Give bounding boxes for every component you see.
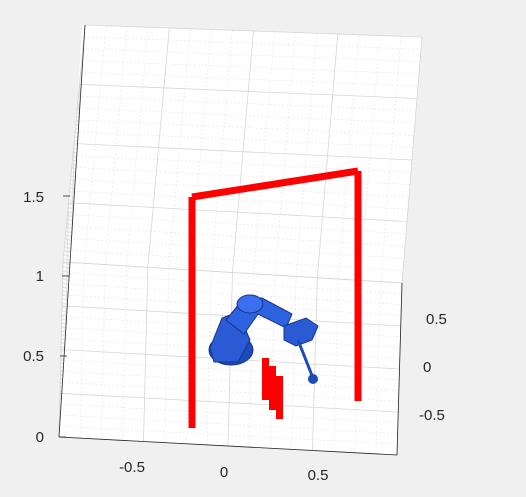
- axes-box: [58, 24, 403, 456]
- z-tick-label-1: 0.5: [23, 348, 44, 365]
- floor-grid-line: [101, 264, 106, 440]
- gate-top-bar: [191, 167, 359, 201]
- floor-grid-line: [206, 271, 212, 445]
- left-wall-grid-line: [71, 143, 75, 232]
- target-markers: [262, 358, 283, 419]
- marker-2: [269, 366, 276, 410]
- floor-grid-line: [291, 276, 297, 450]
- z-tick-label-3: 1.5: [23, 189, 44, 206]
- robot-forearm: [283, 317, 319, 347]
- robot-elbow: [236, 294, 264, 314]
- back-wall-grid-line: [316, 33, 339, 278]
- left-wall-grid-line: [66, 190, 70, 314]
- floor-grid-line: [122, 265, 127, 441]
- y-tick-label-0: 0.5: [426, 311, 447, 328]
- left-wall-grid-line: [73, 131, 76, 211]
- left-wall-grid-line: [65, 202, 69, 335]
- y-tick-label-1: 0: [423, 359, 431, 376]
- z-axis-ticks: [59, 195, 70, 438]
- gate-frame: [188, 167, 362, 428]
- floor-grid-line: [79, 263, 85, 439]
- y-tick-label-2: -0.5: [419, 407, 445, 424]
- back-wall-grid-line: [401, 36, 423, 284]
- left-wall-grid-line: [67, 179, 71, 293]
- robot-tool-shaft: [296, 339, 315, 379]
- robot-end-effector: [308, 374, 318, 384]
- back-wall-grid-line: [232, 30, 254, 273]
- left-wall-grid-line: [62, 226, 67, 376]
- back-wall-grid-line: [380, 36, 402, 282]
- marker-3: [276, 376, 283, 419]
- floor-grid-line: [375, 281, 382, 454]
- floor-grid-line: [59, 392, 399, 413]
- back-wall-grid-line: [147, 27, 170, 268]
- x-tick-label-0: -0.5: [119, 459, 145, 476]
- z-tick-label-0: 0: [36, 429, 44, 446]
- back-wall-grid-line: [359, 35, 381, 281]
- x-tick-label-1: 0: [220, 464, 228, 481]
- left-wall-grid-line: [76, 96, 79, 149]
- left-wall-grid-line: [63, 214, 68, 355]
- floor-grid-line: [62, 261, 403, 284]
- marker-1: [262, 358, 269, 400]
- left-wall-grid-line: [70, 155, 74, 252]
- floor-grid-line: [333, 279, 339, 452]
- robot-arm: [208, 294, 319, 384]
- back-wall-grid-line: [338, 34, 360, 280]
- z-tick-label-2: 1: [36, 268, 44, 285]
- floor-grid-line: [164, 268, 170, 443]
- x-tick-label-2: 0.5: [308, 467, 329, 484]
- left-wall-grid-line: [69, 167, 73, 273]
